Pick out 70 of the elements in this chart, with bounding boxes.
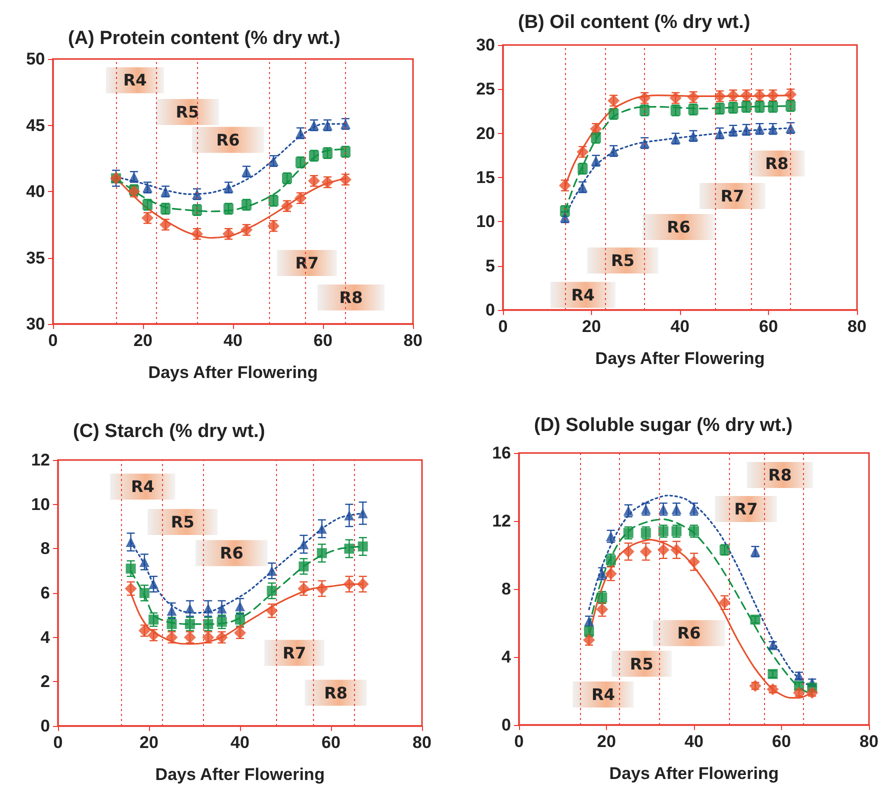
x-tick-label: 0: [514, 732, 524, 751]
y-tick-label: 12: [31, 450, 50, 470]
chart-title: (A) Protein content (% dry wt.): [68, 28, 340, 49]
x-tick-label: 0: [53, 733, 63, 752]
y-tick-label: 6: [40, 584, 50, 602]
ref-line-label: R5: [170, 512, 194, 532]
ref-line-label: R4: [123, 70, 147, 90]
ref-line-label: R5: [630, 654, 654, 674]
y-tick-label: 0: [486, 300, 495, 320]
x-tick-label: 20: [582, 317, 601, 336]
chart-title: (B) Oil content (% dry wt.): [518, 12, 750, 33]
x-tick-label: 40: [230, 733, 250, 752]
y-tick-label: 30: [26, 314, 45, 334]
y-tick-label: 8: [40, 539, 50, 558]
y-tick-label: 12: [492, 512, 511, 530]
x-tick-label: 80: [860, 732, 878, 751]
y-tick-label: 8: [502, 580, 511, 598]
ref-line-label: R6: [677, 624, 701, 643]
x-tick-label: 20: [597, 732, 616, 751]
x-tick-label: 20: [140, 733, 158, 752]
y-tick-label: 35: [26, 248, 45, 268]
y-tick-label: 45: [26, 116, 45, 135]
ref-line-label: R5: [611, 250, 634, 270]
y-tick-label: 15: [476, 168, 495, 187]
x-tick-label: 20: [134, 331, 152, 350]
ref-line-label: R4: [130, 477, 154, 496]
x-axis-title: Days After Flowering: [595, 349, 765, 368]
ref-line-label: R7: [720, 186, 744, 206]
ref-line-label: R8: [324, 683, 348, 702]
y-tick-label: 40: [26, 182, 45, 201]
x-tick-label: 60: [322, 733, 340, 752]
ref-line-label: R7: [282, 643, 306, 662]
x-tick-label: 80: [848, 317, 866, 336]
y-tick-label: 4: [502, 648, 512, 666]
ref-line-label: R6: [216, 130, 240, 150]
x-axis-title: Days After Flowering: [609, 764, 779, 783]
x-tick-label: 40: [684, 732, 704, 751]
ref-line-label: R7: [295, 254, 319, 273]
ref-line-label: R8: [768, 466, 792, 485]
ref-line-label: R6: [220, 544, 244, 563]
y-tick-label: 50: [26, 50, 45, 68]
x-tick-label: 80: [412, 733, 432, 752]
ref-line-label: R8: [339, 288, 363, 307]
x-tick-label: 60: [772, 732, 791, 751]
y-tick-label: 4: [40, 628, 51, 647]
ref-line-label: R5: [176, 102, 200, 122]
y-tick-label: 10: [476, 212, 495, 232]
x-tick-label: 60: [314, 331, 332, 350]
x-axis-title: Days After Flowering: [155, 765, 325, 784]
y-tick-label: 16: [492, 444, 511, 462]
x-tick-label: 40: [670, 317, 690, 336]
y-tick-label: 0: [40, 716, 50, 736]
x-axis-title: Days After Flowering: [148, 363, 318, 382]
chart-title: (C) Starch (% dry wt.): [73, 421, 266, 442]
y-tick-label: 25: [476, 80, 495, 99]
y-tick-label: 5: [486, 256, 495, 276]
x-tick-label: 80: [404, 331, 422, 350]
x-tick-label: 40: [224, 331, 242, 350]
ref-line-label: R7: [734, 500, 758, 519]
y-tick-label: 30: [476, 36, 495, 54]
y-tick-label: 10: [31, 494, 50, 514]
ref-line-label: R4: [571, 285, 595, 304]
ref-line-label: R6: [666, 218, 690, 237]
ref-line-label: R8: [765, 154, 789, 173]
ref-line-label: R4: [592, 685, 615, 704]
y-tick-label: 0: [502, 716, 511, 734]
x-tick-label: 60: [759, 317, 778, 336]
y-tick-label: 2: [40, 672, 50, 692]
y-tick-label: 20: [476, 124, 495, 143]
chart-title: (D) Soluble sugar (% dry wt.): [534, 415, 793, 436]
